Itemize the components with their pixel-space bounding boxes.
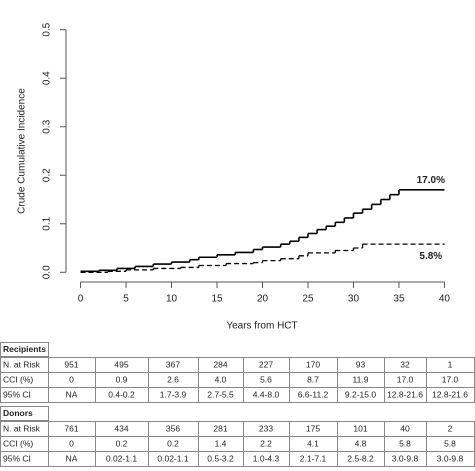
x-tick-label: 40 <box>439 294 451 305</box>
table-cell-text: 4.4-8.0 <box>253 389 280 399</box>
table-cell-text: 2.7-5.5 <box>207 389 234 399</box>
y-tick-label: 0.5 <box>42 22 53 36</box>
x-tick-label: 0 <box>78 294 84 305</box>
table-cell-text: 5.6 <box>260 374 272 384</box>
table-cell-text: 12.8-21.6 <box>432 389 468 399</box>
table-cell-text: 1.4 <box>215 438 227 448</box>
table-cell-text: 40 <box>400 423 410 433</box>
table-cell-text: 11.9 <box>353 374 369 384</box>
table-cell-text: 12.8-21.6 <box>387 389 423 399</box>
table-cell-text: 0.9 <box>116 374 128 384</box>
x-tick-label: 20 <box>257 294 269 305</box>
table-cell-text: 9.2-15.0 <box>345 389 376 399</box>
x-tick-label: 15 <box>211 294 223 305</box>
table-cell-text: N. at Risk <box>3 359 41 369</box>
table-cell-text: 170 <box>306 359 320 369</box>
y-tick-label: 0.4 <box>42 71 53 85</box>
table-cell-text: 5.8 <box>444 438 456 448</box>
x-tick-label: 30 <box>348 294 360 305</box>
table-cell-text: 95% CI <box>3 453 31 463</box>
table-cell-text: 5.8 <box>399 438 411 448</box>
table-cell-text: 0.5-3.2 <box>207 453 234 463</box>
table-title-cell <box>0 342 49 357</box>
x-tick-label: 5 <box>123 294 129 305</box>
table-cell-text: 2.1-7.1 <box>300 453 327 463</box>
table-cell-text: 3.0-9.8 <box>392 453 419 463</box>
table-cell-text: 0.02-1.1 <box>157 453 188 463</box>
table-cell-text: 951 <box>64 359 78 369</box>
table-cell-text: NA <box>66 389 78 399</box>
y-tick-label: 0.3 <box>42 119 53 133</box>
table-cell-text: 284 <box>213 359 227 369</box>
tables: Recipients N. at Risk 951 495 367 284 227 170 93… <box>0 342 475 467</box>
table-cell-text: 281 <box>213 423 227 433</box>
table-cell-text: N. at Risk <box>3 423 41 433</box>
table-cell-text: 0.2 <box>167 438 179 448</box>
table-cell-text: 356 <box>166 423 180 433</box>
table-cell-text: 0.02-1.1 <box>106 453 137 463</box>
table-cell-text: 2.6 <box>167 374 179 384</box>
table-cell-text: 0 <box>69 374 74 384</box>
table-cell-text: 2.2 <box>260 438 272 448</box>
table-cell-text: 4.1 <box>307 438 319 448</box>
table-cell-text: 434 <box>114 423 128 433</box>
table-cell-text: CCI (%) <box>3 438 33 448</box>
table-cell-text: 101 <box>353 423 367 433</box>
table-cell-text: 93 <box>356 359 366 369</box>
table-cell-text: 6.6-11.2 <box>298 389 329 399</box>
table-cell-text: 367 <box>166 359 180 369</box>
table-cell-text: 17.0 <box>397 374 414 384</box>
table-cell-text: 1.0-4.3 <box>253 453 280 463</box>
table-cell-text: 3.0-9.8 <box>437 453 464 463</box>
table-cell-text: 233 <box>259 423 273 433</box>
y-axis-label: Crude Cumulative Incidence <box>17 88 28 214</box>
table-title-cell <box>0 406 49 421</box>
table-cell-text: 227 <box>259 359 273 369</box>
table-title: Donors <box>3 408 33 418</box>
annotation: 17.0% <box>417 175 445 186</box>
table-cell-text: 2.5-8.2 <box>347 453 374 463</box>
y-tick-label: 0.0 <box>42 265 53 279</box>
table-cell-text: 0.4-0.2 <box>108 389 135 399</box>
table-cell-text: 761 <box>64 423 78 433</box>
table-cell-text: 1.7-3.9 <box>160 389 187 399</box>
x-tick-label: 25 <box>302 294 314 305</box>
table-cell-text: 32 <box>400 359 410 369</box>
table-cell-text: NA <box>66 453 78 463</box>
table-cell-text: 17.0 <box>442 374 459 384</box>
table-cell-text: 175 <box>306 423 320 433</box>
annotation: 5.8% <box>419 251 442 262</box>
x-tick-label: 10 <box>166 294 178 305</box>
table-cell-text: CCI (%) <box>3 374 33 384</box>
table-cell-text: 1 <box>448 359 453 369</box>
y-tick-label: 0.2 <box>42 168 53 182</box>
x-axis-label: Years from HCT <box>226 321 297 332</box>
table-cell-text: 2 <box>448 423 453 433</box>
table-cell-text: 4.0 <box>215 374 227 384</box>
table-title: Recipients <box>3 344 46 354</box>
table-cell-text: 0.2 <box>116 438 128 448</box>
table-cell-text: 8.7 <box>307 374 319 384</box>
table-cell-text: 0 <box>69 438 74 448</box>
table-cell-text: 495 <box>114 359 128 369</box>
table-cell-text: 4.8 <box>355 438 367 448</box>
y-tick-label: 0.1 <box>42 216 53 230</box>
table-cell-text: 95% CI <box>3 389 31 399</box>
x-tick-label: 35 <box>393 294 405 305</box>
